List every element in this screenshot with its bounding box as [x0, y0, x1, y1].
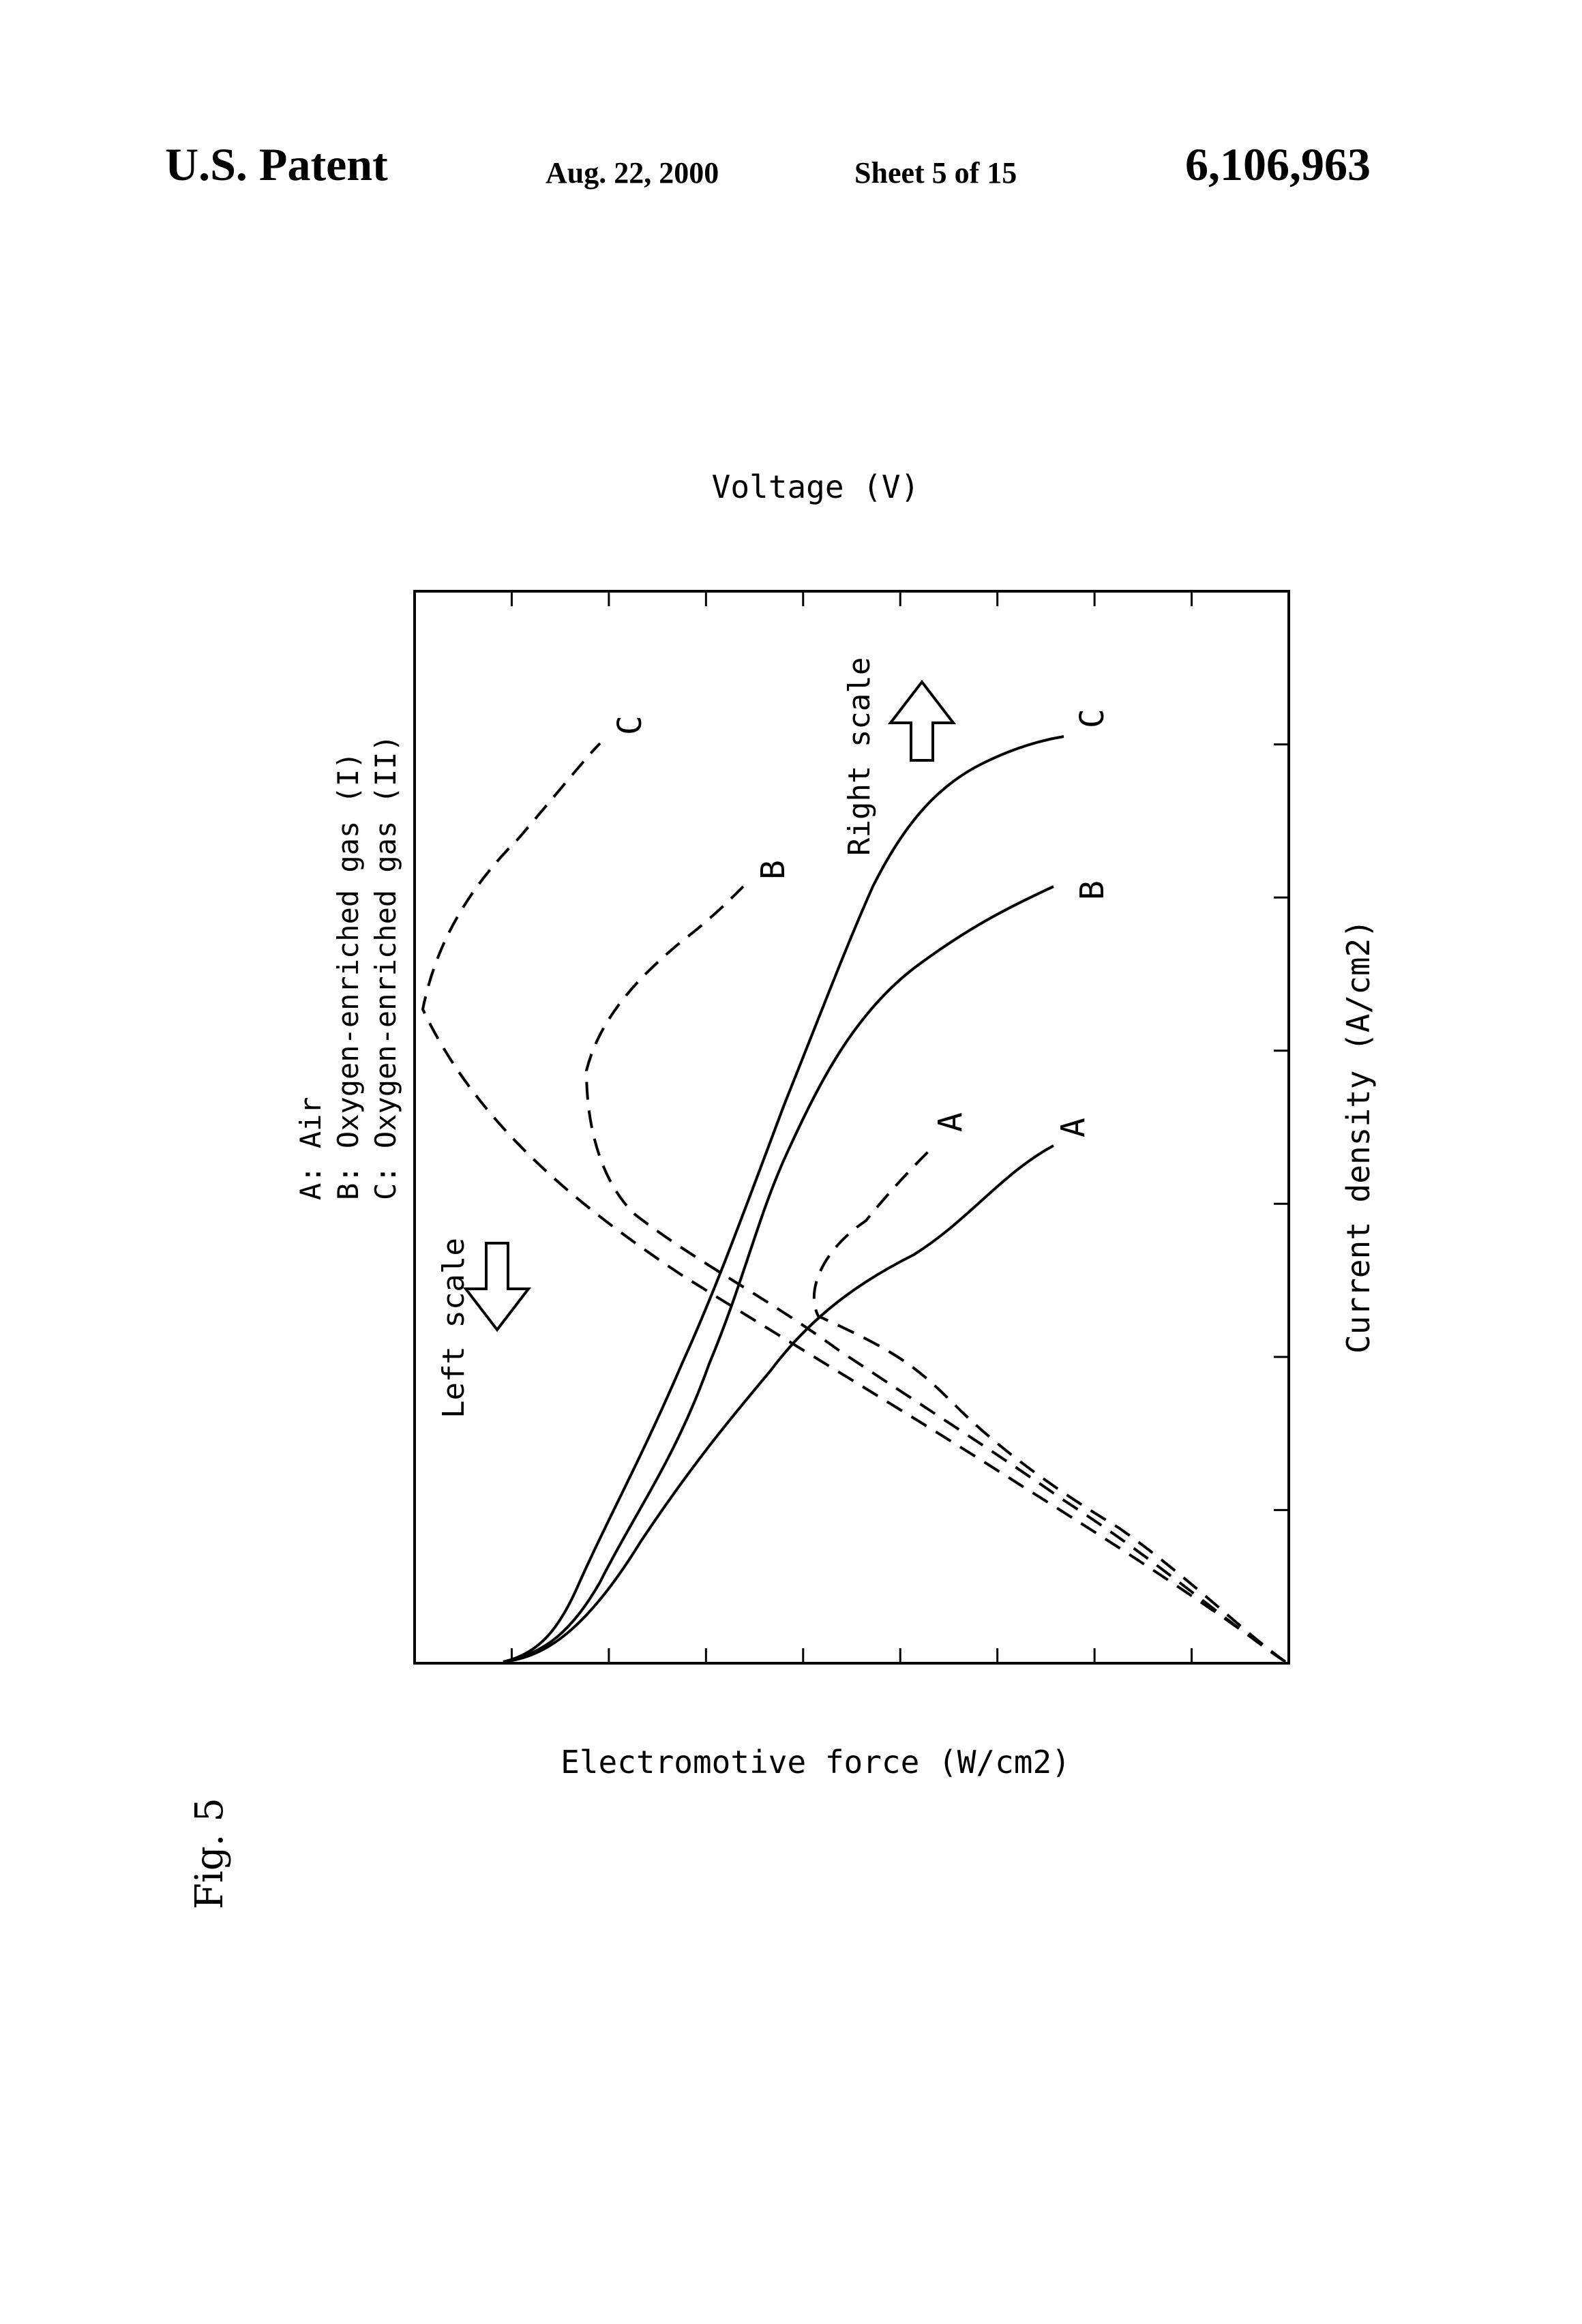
- curve-a-dashed: [814, 1146, 1285, 1662]
- right-scale-label: Right scale: [842, 657, 877, 856]
- curve-b-solid: [503, 887, 1054, 1662]
- label-c-solid: C: [1073, 709, 1111, 728]
- legend: A: Air B: Oxygen-enriched gas (I) C: Oxy…: [294, 734, 402, 1200]
- label-c-dashed: C: [611, 715, 649, 735]
- label-b-dashed: B: [754, 860, 792, 880]
- curve-b-dashed: [586, 887, 1285, 1662]
- label-b-solid: B: [1073, 880, 1111, 900]
- down-arrow-icon: [466, 1243, 528, 1330]
- current-density-axis-title: Current density (A/cm2): [1340, 919, 1377, 1354]
- legend-b: B: Oxygen-enriched gas (I): [331, 752, 365, 1200]
- legend-a: A: Air: [294, 1097, 327, 1200]
- curve-c-dashed: [423, 743, 1285, 1662]
- dashed-curves: [423, 743, 1285, 1662]
- figure-label: Fig. 5: [188, 1798, 232, 1909]
- voltage-axis-title: Voltage (V): [712, 468, 920, 505]
- up-arrow-icon: [891, 682, 953, 760]
- label-a-dashed: A: [931, 1112, 970, 1132]
- left-scale-label: Left scale: [436, 1238, 471, 1418]
- curve-a-solid: [503, 1146, 1054, 1662]
- legend-c: C: Oxygen-enriched gas (II): [369, 734, 402, 1200]
- label-a-solid: A: [1054, 1118, 1092, 1137]
- axis-ticks: [511, 591, 1289, 1663]
- emf-axis-title: Electromotive force (W/cm2): [561, 1744, 1071, 1781]
